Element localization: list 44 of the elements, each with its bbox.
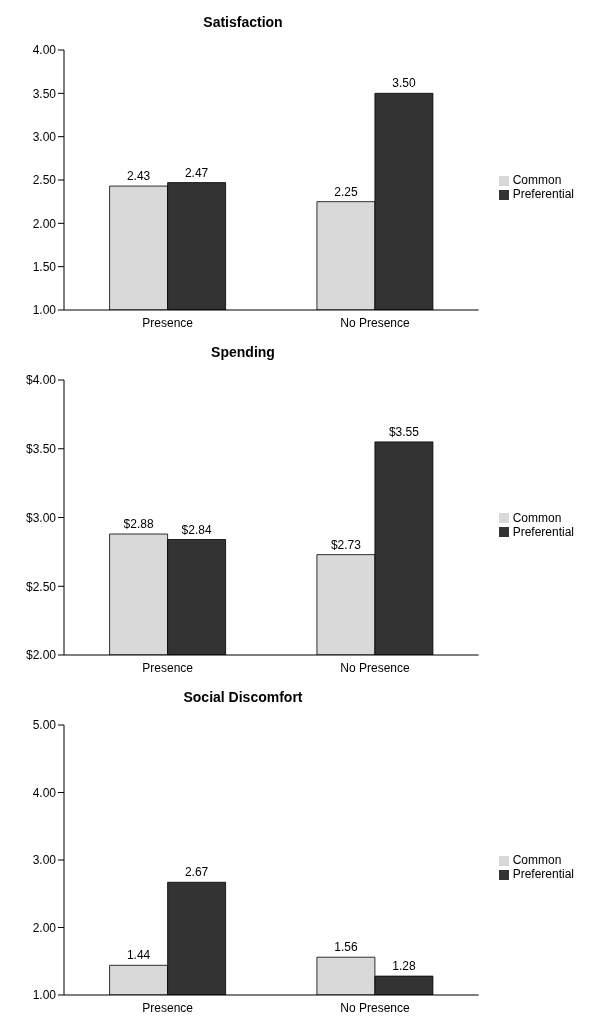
data-label: $2.73 xyxy=(330,537,362,552)
legend-label: Common xyxy=(512,510,562,525)
data-label: 2.47 xyxy=(184,165,209,180)
data-label: $2.88 xyxy=(123,517,154,531)
chart-title: Satisfaction xyxy=(202,13,284,32)
y-tick-label: 3.50 xyxy=(32,86,57,101)
y-tick-label: 1.00 xyxy=(32,988,57,1003)
x-tick-label: No Presence xyxy=(340,315,410,330)
y-tick-label: 3.00 xyxy=(32,853,57,868)
legend-label: Preferential xyxy=(512,524,574,539)
y-tick-label: $4.00 xyxy=(25,373,57,388)
data-label: 2.67 xyxy=(184,865,209,880)
y-tick-label: 1.50 xyxy=(32,259,57,274)
legend-label: Common xyxy=(512,853,562,867)
y-tick-label: $3.00 xyxy=(25,510,57,525)
data-label: 2.25 xyxy=(334,184,358,199)
y-tick-label: $2.00 xyxy=(25,648,57,663)
data-label: 2.43 xyxy=(126,169,151,184)
x-tick-label: No Presence xyxy=(340,660,410,675)
data-label: $3.55 xyxy=(388,424,420,439)
data-label: $2.84 xyxy=(181,522,212,537)
legend-label: Common xyxy=(512,173,562,187)
y-tick-label: 5.00 xyxy=(32,718,57,733)
y-tick-label: 1.00 xyxy=(32,303,57,318)
y-tick-label: 2.50 xyxy=(32,173,57,188)
y-tick-label: 2.00 xyxy=(32,920,57,935)
y-tick-label: 2.00 xyxy=(32,216,57,231)
chart-title: Spending xyxy=(210,343,276,362)
y-tick-label: 4.00 xyxy=(32,785,57,800)
data-label: 3.50 xyxy=(392,76,416,91)
y-tick-label: 3.00 xyxy=(32,129,57,144)
y-tick-label: $3.50 xyxy=(25,442,57,457)
x-tick-label: Presence xyxy=(142,1000,194,1015)
y-tick-label: 4.00 xyxy=(32,43,57,58)
data-label: 1.56 xyxy=(334,940,358,955)
x-tick-label: No Presence xyxy=(340,1000,410,1015)
x-tick-label: Presence xyxy=(142,660,194,675)
x-tick-label: Presence xyxy=(142,315,194,330)
chart-title: Social Discomfort xyxy=(182,688,304,707)
y-tick-label: $2.50 xyxy=(25,579,57,594)
legend-label: Preferential xyxy=(512,187,574,201)
legend-label: Preferential xyxy=(512,867,574,881)
data-label: 1.28 xyxy=(392,959,416,974)
data-label: 1.44 xyxy=(126,948,151,963)
